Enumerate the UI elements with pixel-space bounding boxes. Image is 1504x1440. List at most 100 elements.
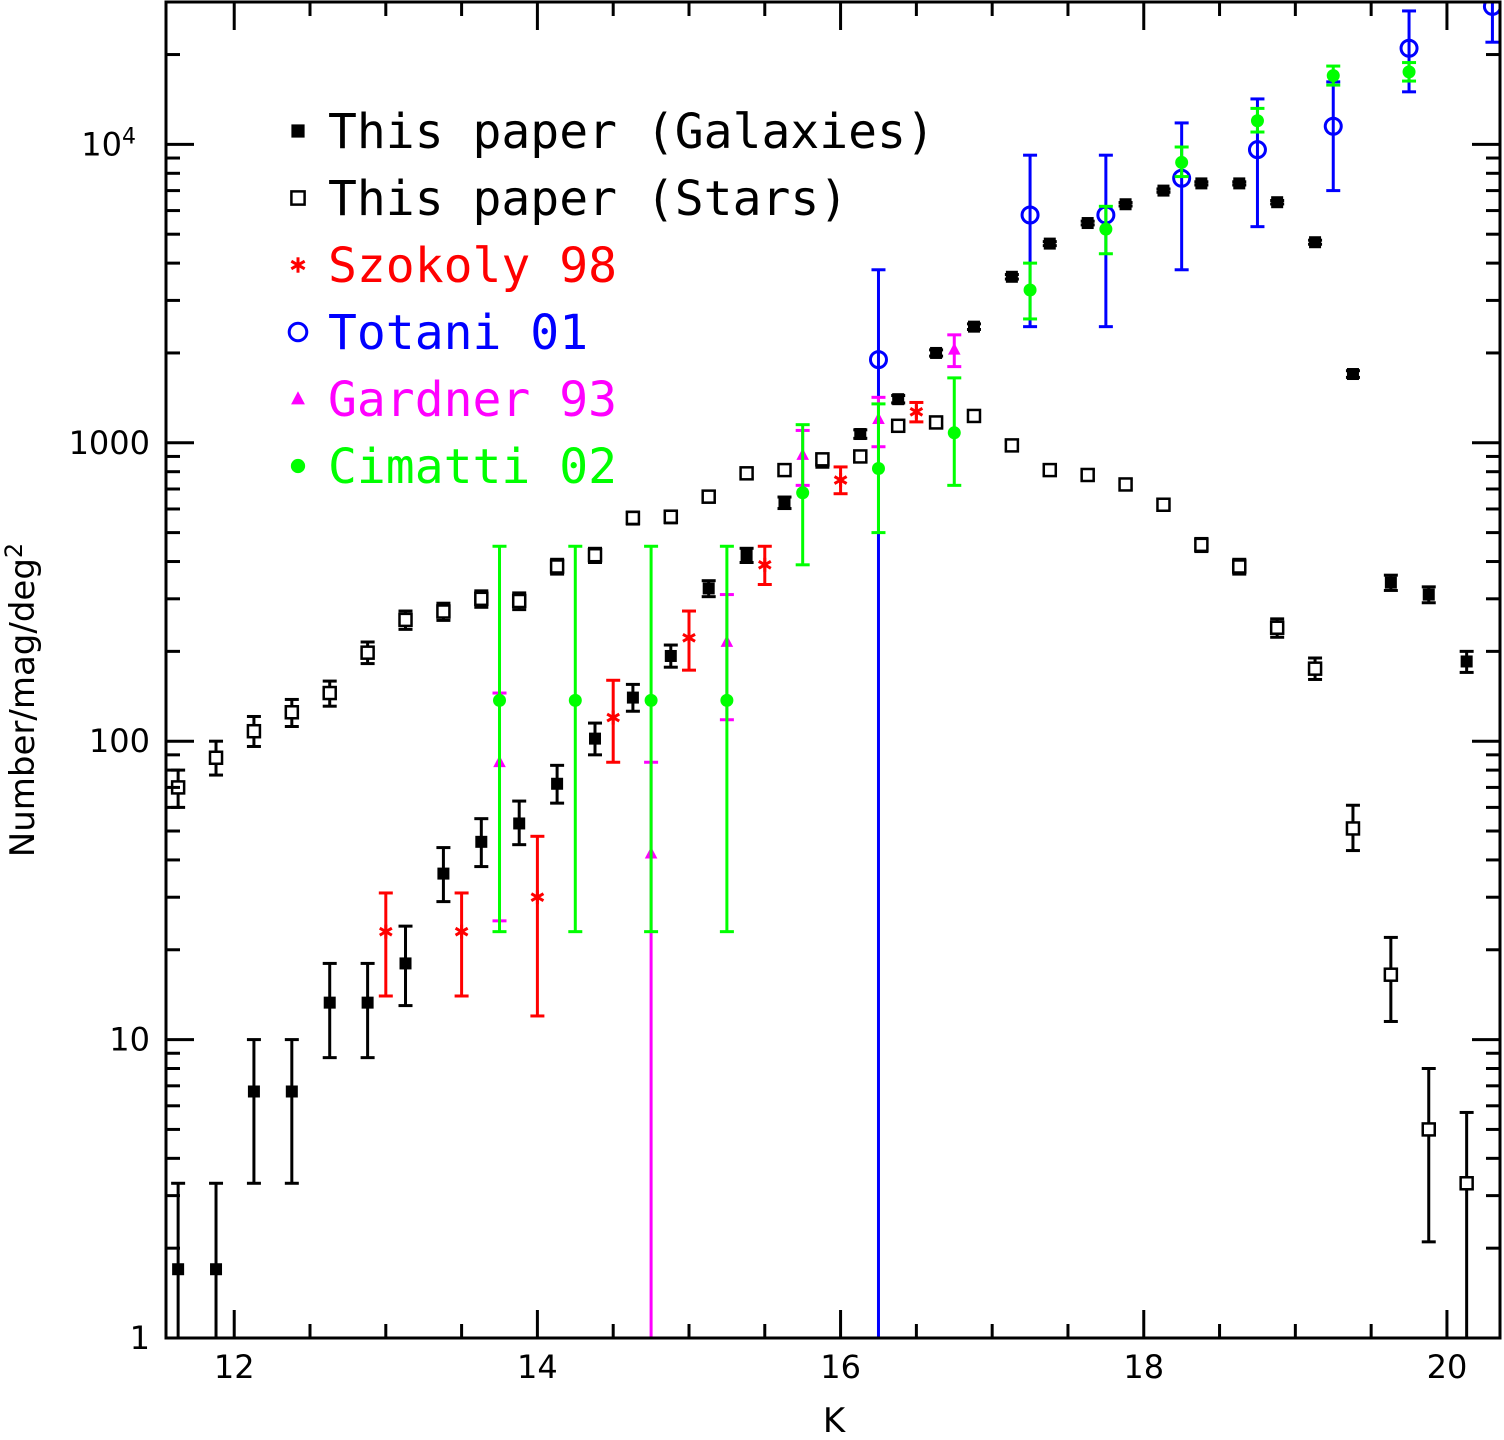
data-point <box>966 408 982 424</box>
data-point <box>1402 61 1417 83</box>
data-point <box>853 449 868 464</box>
marker-asterisk-stroke <box>606 712 621 723</box>
y-tick-label: 1000 <box>69 424 150 462</box>
marker-filled-square <box>1081 217 1094 230</box>
marker-open-circle <box>1020 205 1040 225</box>
marker-filled-circle <box>796 486 810 500</box>
marker-open-square <box>1345 821 1361 836</box>
data-point <box>474 589 489 609</box>
y-tick-label: 100 <box>89 722 150 760</box>
marker-open-square <box>890 418 906 434</box>
data-point <box>1156 184 1171 197</box>
data-point <box>929 346 944 359</box>
legend-label: Totani 01 <box>328 305 588 361</box>
marker-filled-square <box>513 817 526 830</box>
marker-filled-square <box>1005 270 1018 283</box>
data-point <box>795 423 810 567</box>
marker-filled-square <box>210 1263 223 1276</box>
marker-open-square <box>777 462 792 478</box>
marker-filled-square <box>1157 184 1170 197</box>
axes: 12 14 16 18 20 1 10 100 1000 104 <box>69 0 1502 1386</box>
legend-item: Cimatti 02 <box>290 439 617 495</box>
data-point <box>853 428 868 441</box>
data-point <box>1232 177 1247 190</box>
data-point <box>966 320 981 333</box>
data-point <box>1270 196 1285 209</box>
data-point <box>587 546 603 565</box>
data-point <box>719 544 734 934</box>
marker-open-square <box>1307 661 1323 676</box>
x-tick-label: 18 <box>1123 1348 1164 1386</box>
marker-open-square <box>663 509 679 525</box>
data-point <box>947 376 962 487</box>
data-point <box>436 601 451 622</box>
x-tick-label: 14 <box>517 1348 558 1386</box>
marker-open-square <box>1383 967 1399 982</box>
marker-filled-square <box>1309 236 1322 249</box>
y-tick-label: 10 <box>109 1021 150 1059</box>
data-point <box>246 1038 261 1185</box>
data-point <box>1042 237 1057 250</box>
data-point <box>1323 80 1343 193</box>
data-point <box>492 544 507 934</box>
marker-open-square <box>1194 537 1209 553</box>
marker-asterisk-stroke <box>290 259 306 271</box>
marker-filled-square <box>1271 196 1284 209</box>
x-tick-label: 12 <box>214 1348 255 1386</box>
marker-filled-square <box>1384 576 1397 589</box>
marker-open-square <box>322 685 337 701</box>
marker-filled-square <box>1043 237 1056 250</box>
data-point <box>530 834 545 1018</box>
marker-filled-square <box>778 496 791 509</box>
marker-open-square <box>853 449 868 464</box>
data-point <box>625 510 641 526</box>
marker-filled-square <box>740 549 753 562</box>
data-point <box>871 402 886 535</box>
series-this-paper-galaxies- <box>171 177 1474 1338</box>
marker-open-square <box>436 604 451 619</box>
data-point <box>208 739 224 777</box>
data-point <box>1174 145 1189 179</box>
data-point <box>209 1181 224 1338</box>
marker-open-square <box>290 190 306 206</box>
marker-filled-triangle <box>947 342 961 355</box>
marker-open-square <box>284 705 300 720</box>
marker-asterisk-stroke <box>378 926 393 937</box>
data-point <box>1004 438 1020 453</box>
data-point <box>644 544 659 934</box>
marker-asterisk-stroke <box>833 475 848 485</box>
data-point <box>663 509 679 525</box>
data-point <box>1098 204 1113 256</box>
marker-open-square <box>625 510 641 526</box>
data-point <box>398 924 413 1008</box>
marker-open-square <box>246 723 262 739</box>
data-point <box>1459 649 1474 674</box>
data-point <box>1307 656 1323 681</box>
marker-filled-square <box>854 428 867 441</box>
data-point <box>1080 467 1095 483</box>
data-point <box>1004 270 1019 283</box>
marker-filled-square <box>664 649 677 662</box>
marker-filled-square <box>247 1085 260 1098</box>
marker-open-square <box>1080 467 1095 483</box>
y-tick-label: 1 <box>130 1319 150 1357</box>
marker-filled-square <box>399 957 412 970</box>
data-point <box>511 591 527 612</box>
marker-filled-circle <box>720 693 734 707</box>
marker-filled-square <box>323 996 336 1009</box>
marker-open-circle <box>287 321 309 343</box>
data-point <box>1459 1110 1474 1338</box>
data-point <box>1421 1067 1437 1244</box>
data-point <box>549 557 565 576</box>
marker-open-square <box>1232 559 1247 574</box>
series-cimatti-02 <box>492 61 1417 934</box>
marker-filled-square <box>930 346 943 359</box>
marker-filled-square <box>285 1085 298 1098</box>
data-point <box>550 763 565 805</box>
marker-filled-square <box>1460 655 1473 668</box>
data-point <box>568 544 583 934</box>
data-point <box>739 546 754 565</box>
marker-filled-circle <box>1326 69 1340 83</box>
x-tick-label: 20 <box>1427 1348 1468 1386</box>
